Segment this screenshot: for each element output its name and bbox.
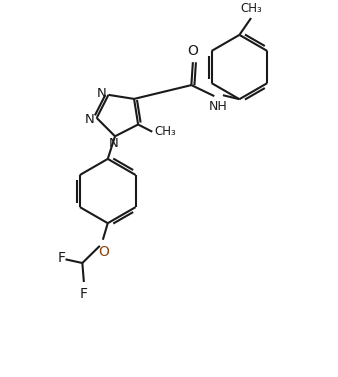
Text: CH₃: CH₃ xyxy=(240,2,262,15)
Text: O: O xyxy=(188,44,198,58)
Text: N: N xyxy=(85,113,95,126)
Text: N: N xyxy=(108,137,118,150)
Text: CH₃: CH₃ xyxy=(155,125,176,138)
Text: NH: NH xyxy=(209,100,227,113)
Text: N: N xyxy=(97,87,106,100)
Text: F: F xyxy=(80,287,88,300)
Text: O: O xyxy=(98,245,109,259)
Text: F: F xyxy=(57,251,65,265)
